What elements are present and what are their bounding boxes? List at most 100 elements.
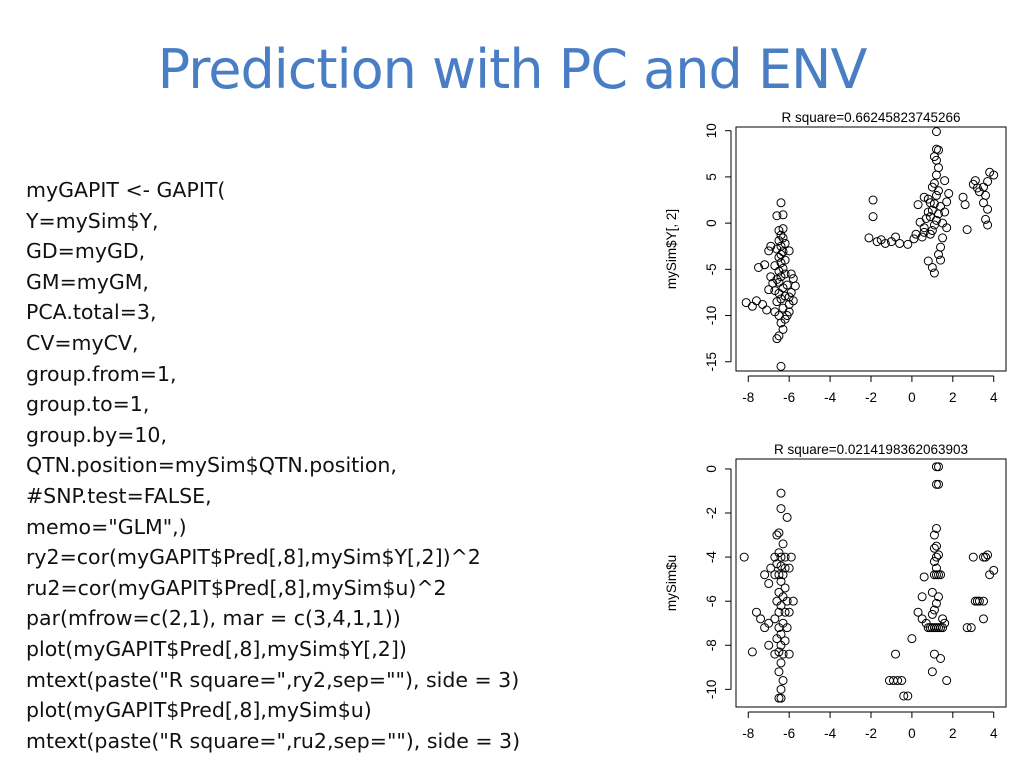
x-tick-label: -2 <box>865 390 877 405</box>
data-point <box>776 640 786 650</box>
data-point <box>981 552 991 562</box>
code-line: group.to=1, <box>26 392 150 417</box>
data-point <box>778 263 788 273</box>
x-tick-label: -2 <box>865 726 877 741</box>
data-point <box>936 570 946 580</box>
data-point <box>938 623 948 633</box>
data-point <box>931 598 941 608</box>
data-point <box>766 563 776 573</box>
data-point <box>919 192 929 202</box>
data-point <box>934 462 943 472</box>
data-point <box>784 563 794 573</box>
data-point <box>760 570 770 580</box>
data-point <box>979 614 988 624</box>
data-point <box>895 238 905 248</box>
data-point <box>741 298 751 308</box>
data-point <box>764 285 774 295</box>
data-point <box>776 576 786 586</box>
data-point <box>872 237 882 247</box>
data-point <box>929 178 939 188</box>
data-point <box>931 144 941 154</box>
y-tick-label: -6 <box>704 595 719 607</box>
data-point <box>747 301 757 311</box>
data-point <box>868 195 878 205</box>
data-point <box>936 242 946 252</box>
data-point <box>903 691 913 701</box>
code-line: plot(myGAPIT$Pred[,8],mySim$u) <box>26 698 372 723</box>
data-point <box>764 640 774 650</box>
data-point <box>760 623 770 633</box>
data-point <box>772 211 782 221</box>
data-point <box>770 614 780 624</box>
data-point <box>770 307 780 317</box>
data-point <box>784 607 794 617</box>
y-tick-label: -15 <box>704 352 719 372</box>
data-point <box>979 596 988 606</box>
data-point <box>776 504 786 514</box>
data-point <box>944 189 954 199</box>
code-line: mtext(paste("R square=",ru2,sep=""), sid… <box>26 728 521 753</box>
code-line: #SNP.test=FALSE, <box>26 483 212 508</box>
y-tick-label: -2 <box>704 507 719 519</box>
data-point <box>934 186 943 196</box>
data-point <box>770 552 780 562</box>
data-point <box>974 596 984 606</box>
data-point <box>774 693 784 703</box>
code-line: GM=myGM, <box>26 269 149 294</box>
data-point <box>778 676 788 686</box>
data-point <box>778 303 788 313</box>
data-point <box>929 557 939 567</box>
scatter-plot-y: R square=0.66245823745266 -8 -6 -4 -2 0 2 4 -15 -… <box>664 110 1007 405</box>
data-point <box>911 229 921 239</box>
data-point <box>931 127 941 137</box>
data-point <box>784 307 794 317</box>
data-point <box>917 592 927 602</box>
data-point <box>778 324 788 334</box>
data-point <box>772 334 782 344</box>
data-point <box>747 647 757 657</box>
data-point <box>919 227 929 237</box>
data-point <box>768 278 778 288</box>
data-point <box>778 224 788 234</box>
data-point <box>782 596 792 606</box>
data-point <box>772 634 782 644</box>
x-tick-label: -4 <box>824 726 836 741</box>
data-point <box>923 256 933 266</box>
data-point <box>778 539 788 549</box>
data-point <box>936 654 946 664</box>
data-point <box>983 220 993 230</box>
data-point <box>776 658 786 668</box>
data-point <box>780 552 790 562</box>
data-point <box>942 197 952 207</box>
code-line: QTN.position=mySim$QTN.position, <box>26 453 397 478</box>
data-point <box>758 299 768 309</box>
data-point <box>774 277 784 287</box>
code-block: myGAPIT <- GAPIT(Y=mySim$Y, GD=myGD, GM=my… <box>26 175 586 756</box>
data-point <box>784 246 794 256</box>
data-point <box>776 230 786 240</box>
data-point <box>989 565 999 575</box>
data-point <box>923 194 933 204</box>
data-point <box>936 255 946 265</box>
data-point <box>931 523 941 533</box>
data-point <box>927 226 937 236</box>
code-line: Y=mySim$Y, <box>26 208 159 233</box>
data-point <box>927 205 937 215</box>
data-point <box>925 212 935 222</box>
data-point <box>913 607 923 617</box>
y-tick-label: -4 <box>704 551 719 563</box>
data-point <box>876 235 886 245</box>
data-point <box>776 684 786 694</box>
data-point <box>907 634 917 644</box>
data-point <box>893 676 903 686</box>
data-point <box>780 563 790 573</box>
data-point <box>903 239 913 249</box>
plot-frame <box>735 458 1007 708</box>
data-point <box>927 587 937 597</box>
data-point <box>927 609 937 619</box>
data-point <box>756 614 766 624</box>
data-point <box>780 269 790 279</box>
y-tick-label: 5 <box>704 173 719 181</box>
data-point <box>770 570 780 580</box>
data-point <box>774 667 784 677</box>
